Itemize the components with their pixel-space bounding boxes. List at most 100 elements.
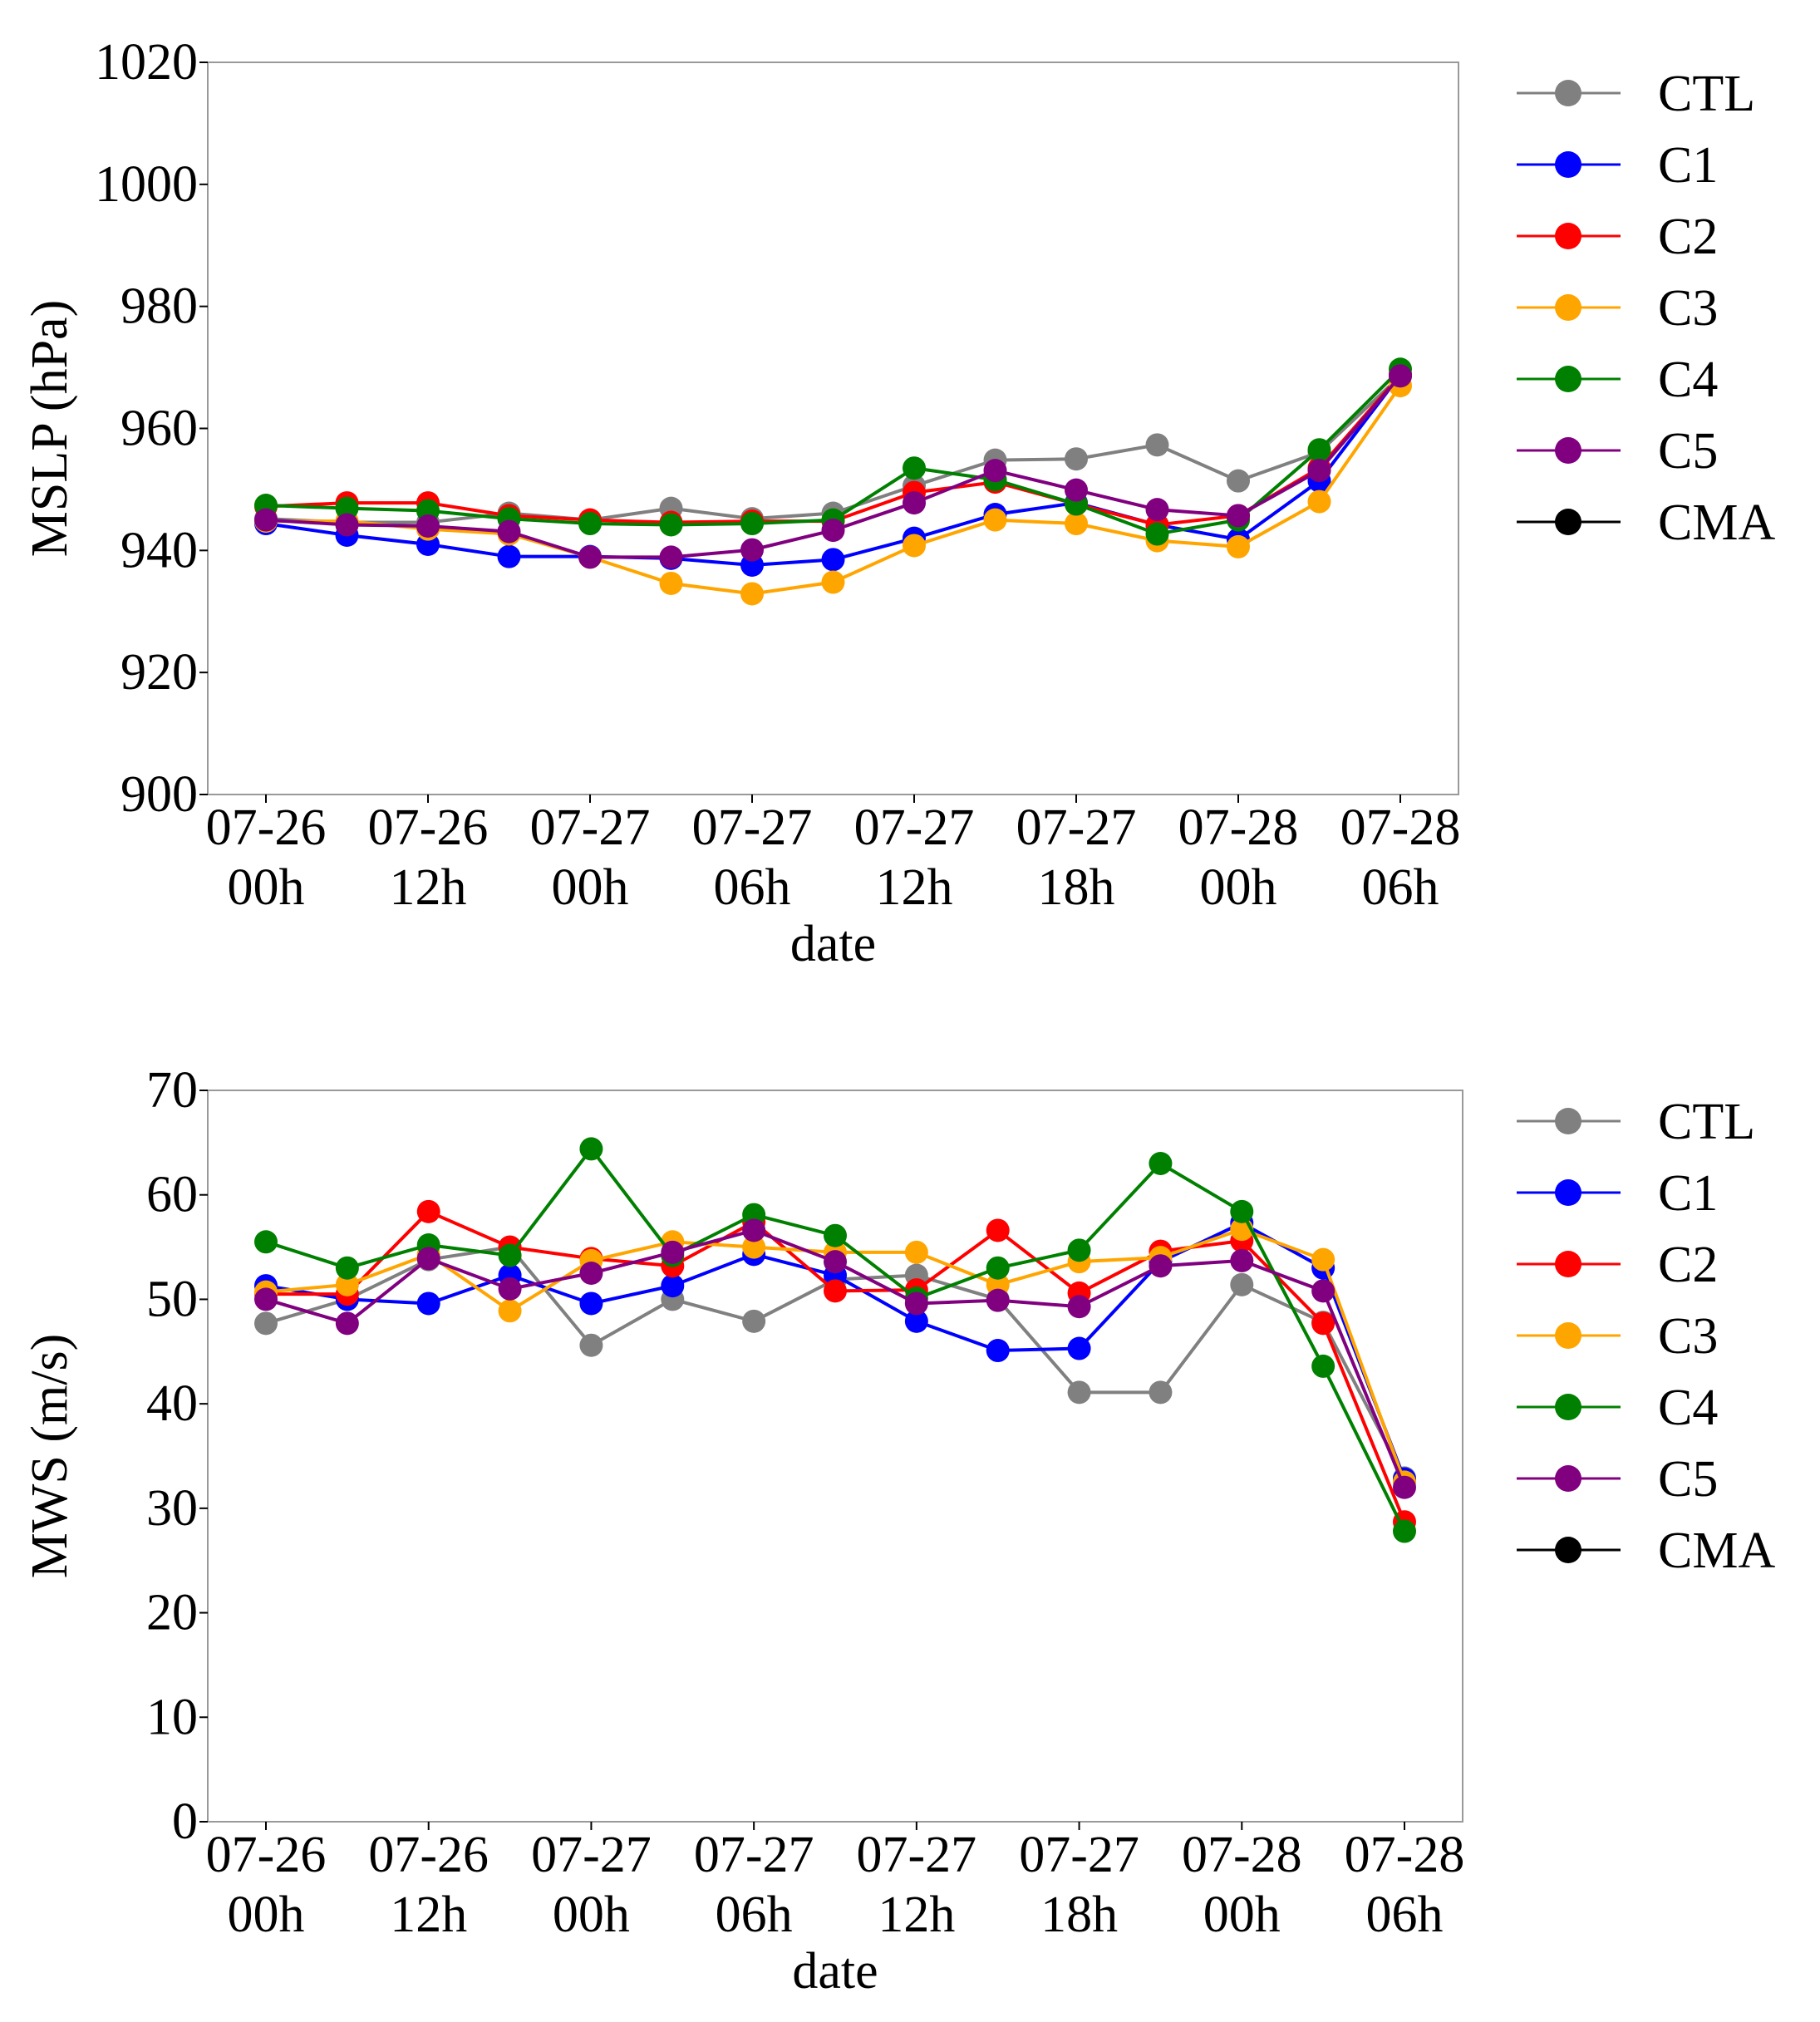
point [1067,1380,1091,1405]
point [1311,1279,1335,1303]
point [1145,433,1169,457]
legend-marker [1555,509,1581,535]
x-tick-label: 07-26 12h [368,1827,489,1943]
point [742,1309,766,1333]
point [1311,1311,1335,1336]
point [986,1256,1010,1280]
x-tick-label: 07-27 06h [692,799,813,916]
point [579,1137,603,1161]
legend-marker [1555,1465,1581,1492]
point [578,512,602,536]
point [1149,1152,1173,1175]
legend-marker [1555,1394,1581,1420]
x-tick-label: 07-28 06h [1340,799,1461,916]
point [742,1218,766,1242]
point [335,1311,359,1336]
legend-label: CTL [1658,66,1755,122]
y-tick-label: 960 [121,401,198,457]
y-tick-label: 980 [121,278,198,335]
point [740,582,764,606]
legend-marker [1555,1251,1581,1277]
point [1393,1475,1416,1499]
point [498,1243,522,1267]
point [1067,1336,1091,1360]
point [1227,534,1250,558]
x-tick-label: 07-27 06h [694,1827,814,1943]
point [416,514,440,538]
y-tick-label: 1020 [95,34,198,91]
point [821,548,845,572]
point [1311,1247,1335,1272]
y-tick-label: 50 [146,1271,198,1327]
point [1065,478,1088,502]
point [1230,1199,1254,1223]
point [1227,504,1250,528]
legend-label: C4 [1658,352,1718,408]
point [335,1272,359,1296]
point [335,1256,359,1280]
legend-label: C2 [1658,1237,1718,1293]
x-axis-label: date [790,916,876,972]
point [986,1218,1010,1242]
point [1145,522,1169,546]
point [986,1288,1010,1312]
point [416,1199,440,1223]
point [1393,1519,1416,1543]
point [254,1287,278,1311]
x-tick-label: 07-26 00h [206,1827,327,1943]
x-tick-label: 07-27 18h [1019,1827,1139,1943]
point [578,545,602,569]
legend-marker [1555,1179,1581,1206]
point [497,519,521,544]
point [821,519,845,543]
point [904,1291,928,1316]
point [254,1311,278,1336]
legend-marker [1555,1322,1581,1349]
point [1149,1254,1173,1278]
point [821,570,845,594]
y-tick-label: 900 [121,766,198,823]
legend-marker [1555,1537,1581,1563]
x-tick-label: 07-27 12h [854,799,975,916]
point [983,508,1007,532]
x-tick-label: 07-27 18h [1016,799,1137,916]
y-tick-label: 30 [146,1480,198,1537]
y-tick-label: 70 [146,1062,198,1119]
point [254,1230,278,1254]
y-axis-label: MSLP (hPa) [22,300,78,557]
y-tick-label: 10 [146,1689,198,1745]
point [416,1247,440,1271]
point [335,513,359,537]
point [659,513,683,537]
legend-marker [1555,80,1581,106]
x-tick-label: 07-27 00h [530,799,651,916]
point [1227,469,1250,493]
point [1230,1272,1254,1296]
y-tick-label: 1000 [95,156,198,213]
point [498,1299,522,1323]
point [986,1339,1010,1363]
point [1067,1238,1091,1262]
y-tick-label: 920 [121,644,198,701]
y-tick-label: 0 [172,1793,198,1850]
point [661,1240,685,1264]
point [1065,512,1088,536]
legend-marker [1555,1108,1581,1134]
point [1307,490,1331,514]
legend-label: C1 [1658,1165,1718,1222]
point [1389,364,1412,388]
legend-label: C5 [1658,1451,1718,1508]
point [498,1277,522,1301]
legend-label: C5 [1658,423,1718,480]
legend-label: CMA [1658,494,1775,551]
point [1145,498,1169,522]
point [903,534,926,558]
legend-label: C3 [1658,1308,1718,1365]
y-tick-label: 940 [121,522,198,578]
point [824,1250,847,1274]
point [983,459,1007,483]
x-tick-label: 07-27 12h [857,1827,977,1943]
x-tick-label: 07-27 00h [531,1827,652,1943]
y-tick-label: 40 [146,1375,198,1432]
